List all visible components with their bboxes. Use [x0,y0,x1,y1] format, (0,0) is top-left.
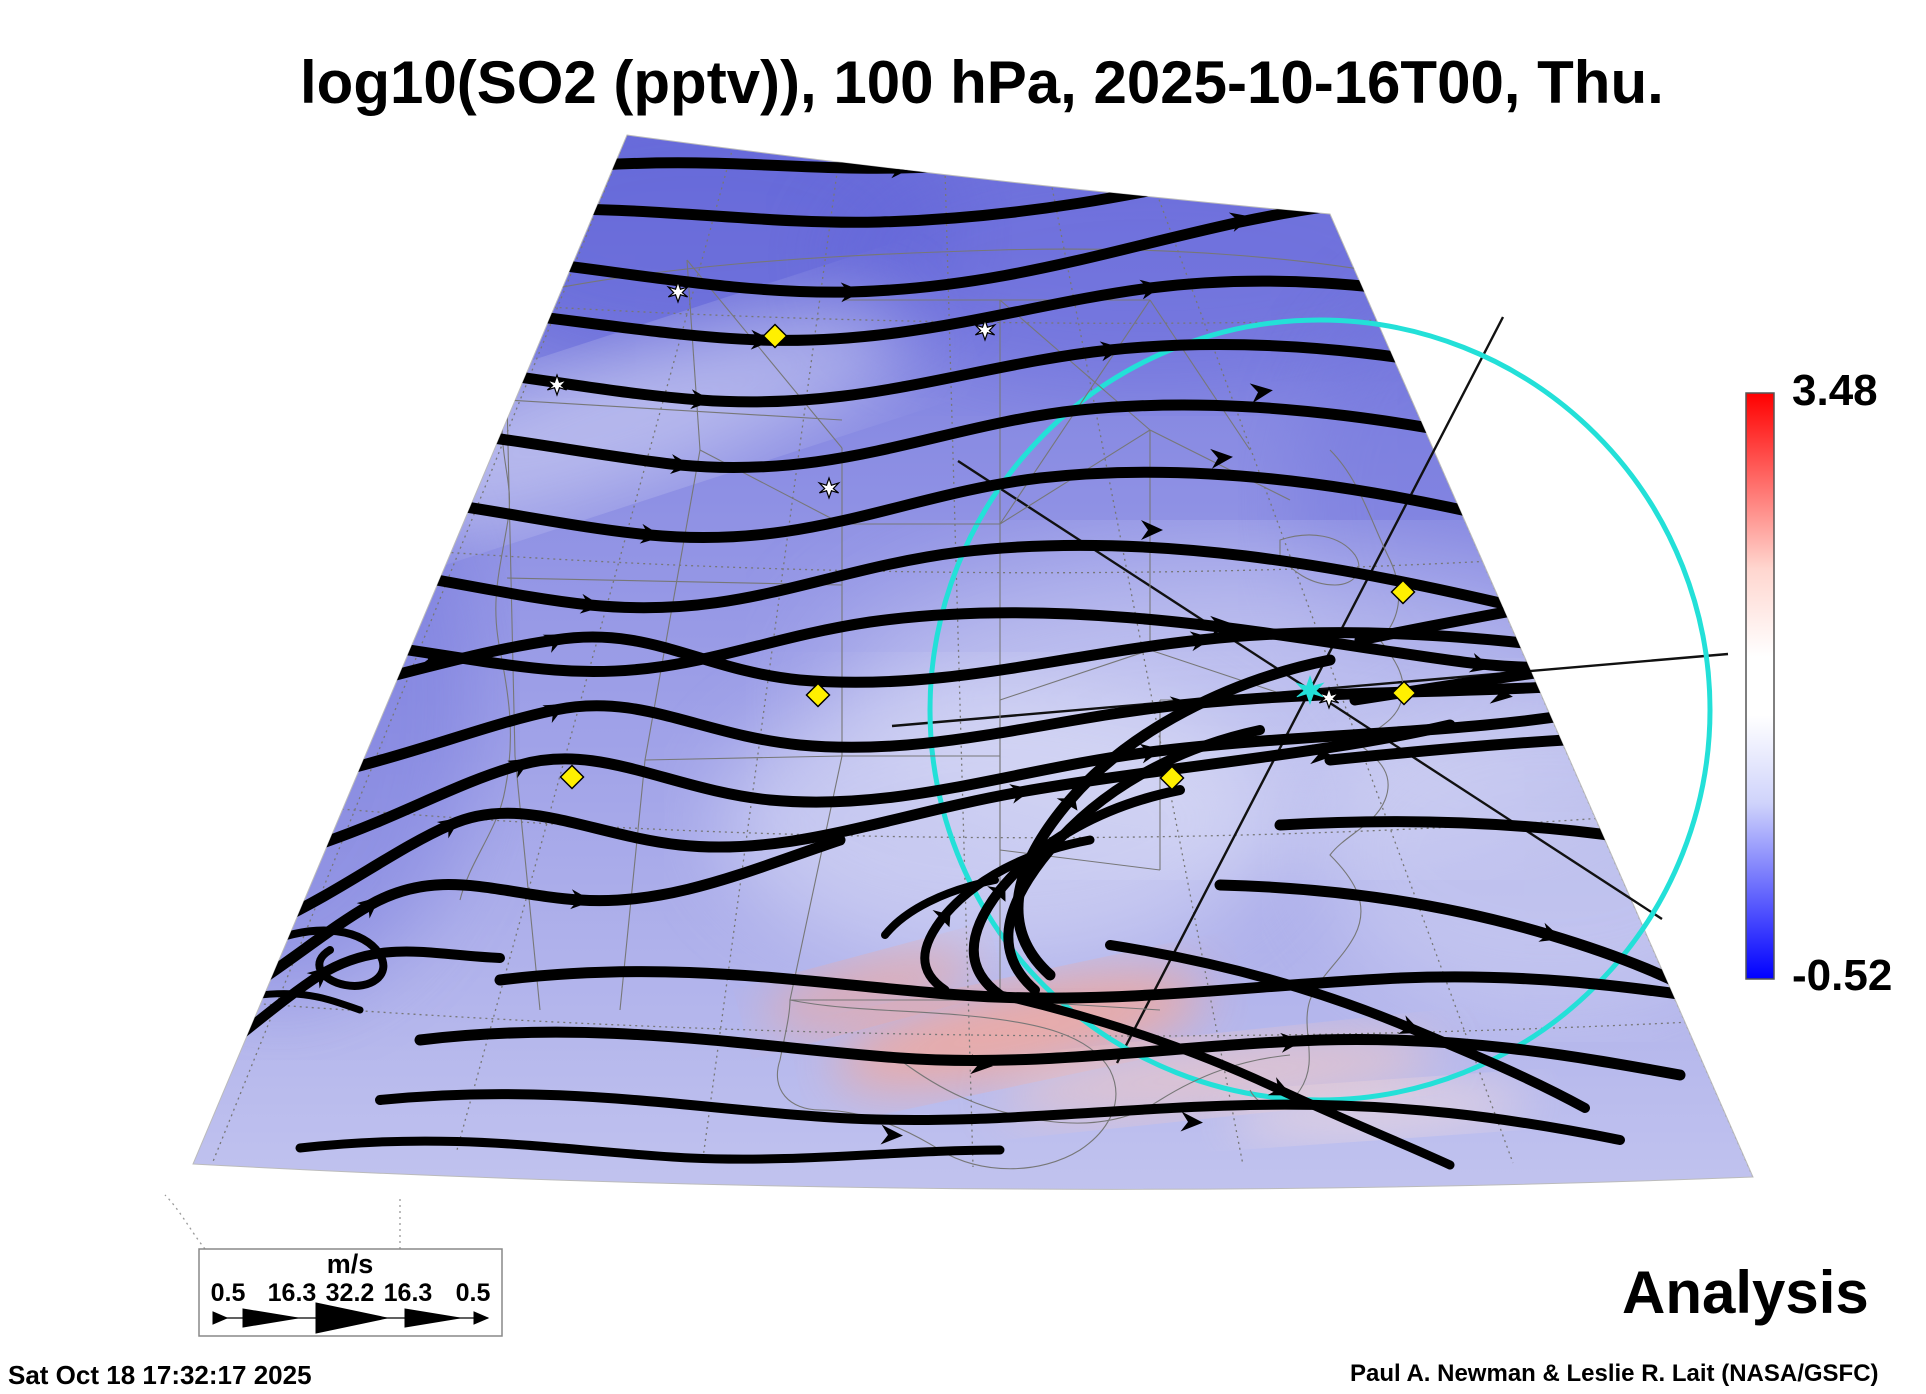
svg-text:0.5: 0.5 [456,1279,491,1307]
svg-text:m/s: m/s [327,1249,374,1279]
svg-text:16.3: 16.3 [268,1279,317,1307]
svg-text:32.2: 32.2 [326,1279,375,1307]
svg-text:-0.52: -0.52 [1792,951,1892,1000]
svg-text:3.48: 3.48 [1792,366,1878,415]
svg-text:16.3: 16.3 [384,1279,433,1307]
svg-text:0.5: 0.5 [211,1279,246,1307]
